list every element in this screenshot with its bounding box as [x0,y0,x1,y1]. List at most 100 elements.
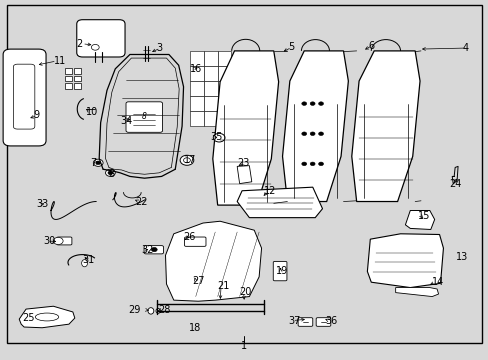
Circle shape [318,132,323,135]
Bar [217,81,231,96]
Bar [217,51,231,66]
Text: 32: 32 [141,245,153,255]
Circle shape [96,161,101,165]
Text: 25: 25 [22,313,35,323]
Text: 3: 3 [157,43,163,53]
Text: 34: 34 [120,116,132,126]
Circle shape [309,102,314,105]
Bar [189,111,203,126]
Bar [217,96,231,111]
FancyBboxPatch shape [316,318,330,326]
Text: 4: 4 [462,43,468,53]
Text: 18: 18 [188,323,201,333]
Text: 11: 11 [54,56,66,66]
Circle shape [108,171,113,175]
Text: 9: 9 [34,111,40,121]
Text: 37: 37 [288,316,300,325]
FancyBboxPatch shape [184,237,205,246]
Text: 36: 36 [325,316,337,325]
Bar [65,68,72,74]
Text: 23: 23 [237,158,249,168]
Bar [203,111,217,126]
FancyBboxPatch shape [144,246,163,254]
Circle shape [301,132,306,135]
Polygon shape [405,211,434,229]
Bar [65,76,72,81]
Text: 13: 13 [455,252,467,262]
FancyBboxPatch shape [273,261,286,281]
Bar [74,76,81,81]
Bar [217,111,231,126]
Text: 8: 8 [142,112,147,121]
Text: 24: 24 [448,179,461,189]
Polygon shape [351,51,419,202]
Polygon shape [237,166,251,184]
Polygon shape [19,306,75,328]
FancyBboxPatch shape [77,20,125,57]
FancyBboxPatch shape [126,102,162,132]
Text: 28: 28 [158,305,170,315]
Bar [203,96,217,111]
Bar [203,81,217,96]
Polygon shape [366,234,443,288]
Text: 20: 20 [239,287,251,297]
Circle shape [309,162,314,166]
Bar [203,51,217,66]
FancyBboxPatch shape [298,318,312,326]
FancyBboxPatch shape [13,64,35,129]
Text: 35: 35 [210,132,223,142]
Bar [74,68,81,74]
Text: 7: 7 [90,158,96,168]
Text: 22: 22 [135,197,147,207]
Circle shape [309,132,314,135]
Bar [65,83,72,89]
Text: 27: 27 [192,276,204,286]
Text: 5: 5 [288,42,294,52]
Polygon shape [395,288,438,297]
Polygon shape [212,51,278,205]
Ellipse shape [156,309,160,313]
Text: 10: 10 [86,107,98,117]
Bar [189,96,203,111]
Bar [74,83,81,89]
Ellipse shape [81,260,87,267]
Text: 19: 19 [276,266,288,276]
Polygon shape [282,51,347,202]
Text: 12: 12 [264,186,276,197]
Circle shape [301,102,306,105]
Circle shape [213,134,224,142]
Text: 31: 31 [82,255,95,265]
Bar [203,66,217,81]
Text: 2: 2 [76,39,82,49]
Bar [189,66,203,81]
Text: 14: 14 [431,277,444,287]
Bar [189,81,203,96]
Text: 17: 17 [183,155,196,165]
Polygon shape [237,187,322,218]
Text: 33: 33 [36,199,48,210]
Circle shape [105,169,115,176]
Circle shape [318,162,323,166]
Text: 16: 16 [189,64,202,74]
FancyBboxPatch shape [3,49,46,146]
Circle shape [151,247,157,252]
Circle shape [180,155,193,165]
Circle shape [318,102,323,105]
Circle shape [301,162,306,166]
Bar [217,66,231,81]
Polygon shape [165,221,261,301]
Text: 6: 6 [368,41,374,50]
Text: 15: 15 [417,211,429,221]
Ellipse shape [148,308,154,314]
Circle shape [53,237,63,244]
FancyBboxPatch shape [57,237,72,245]
Circle shape [93,159,103,166]
Ellipse shape [35,313,59,321]
Text: 8: 8 [108,168,114,179]
Circle shape [183,158,190,163]
Text: 29: 29 [128,305,141,315]
Text: 21: 21 [217,281,229,291]
Circle shape [91,44,99,50]
Text: 1: 1 [241,341,247,351]
Bar [189,51,203,66]
